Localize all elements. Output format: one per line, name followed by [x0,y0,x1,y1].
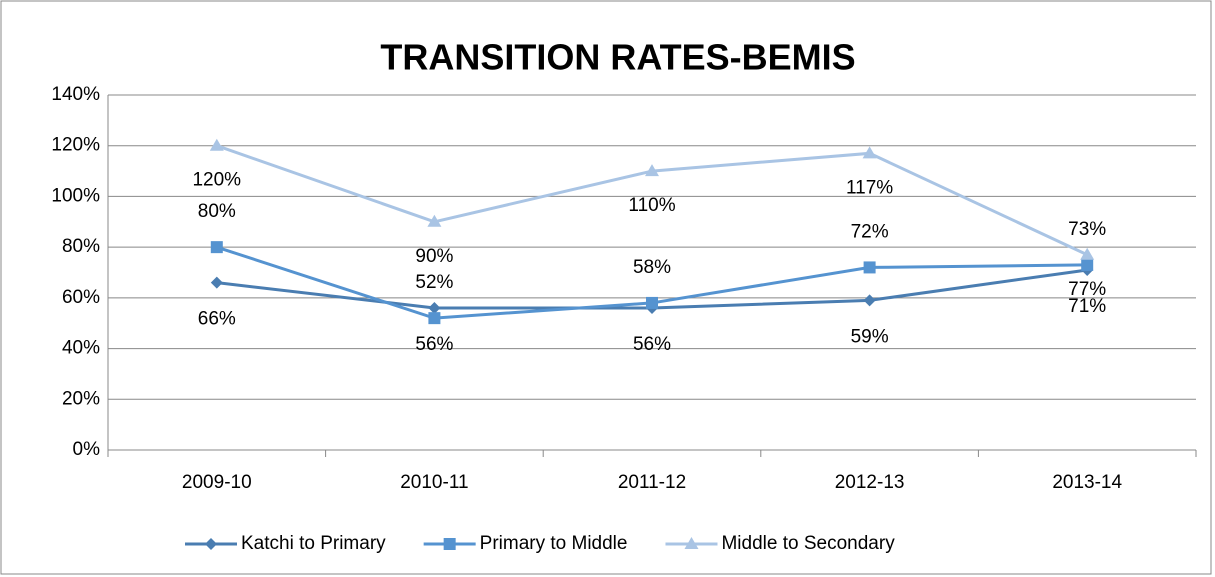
marker [684,537,699,549]
legend-label: Katchi to Primary [241,533,386,554]
x-tick-label: 2012-13 [835,472,905,493]
y-tick-label: 120% [51,135,100,156]
data-label: 56% [415,334,453,355]
marker [862,146,877,159]
legend-label: Primary to Middle [480,533,628,554]
marker [428,302,441,314]
data-label: 117% [846,177,893,198]
data-label: 59% [851,326,889,347]
legend-label: Middle to Secondary [721,533,895,554]
chart-title: TRANSITION RATES-BEMIS [380,37,855,78]
y-tick-label: 0% [73,439,101,460]
marker [427,214,442,227]
data-label: 73% [1068,219,1106,240]
marker [645,164,659,177]
data-label: 72% [851,221,889,242]
marker [863,261,876,274]
x-tick-label: 2009-10 [182,472,252,493]
y-tick-label: 140% [51,84,100,105]
y-tick-label: 40% [62,338,100,359]
marker [428,312,441,325]
marker [210,241,223,254]
data-label: 90% [415,246,453,267]
x-tick-label: 2010-11 [400,472,468,493]
y-tick-label: 60% [62,287,100,308]
x-tick-label: 2011-12 [618,472,686,493]
x-tick-label: 2013-14 [1052,472,1122,493]
marker [646,296,658,309]
data-label: 71% [1068,296,1106,317]
y-tick-label: 100% [51,185,100,206]
data-label: 80% [198,201,236,222]
marker [1081,258,1094,271]
marker [863,294,876,307]
data-label: 56% [633,334,671,355]
data-label: 66% [198,309,236,330]
marker [210,276,223,289]
marker [209,138,224,151]
marker [443,538,456,550]
data-label: 110% [628,195,675,216]
y-tick-label: 80% [62,236,100,257]
y-tick-label: 20% [62,388,100,409]
marker [205,538,217,550]
data-label: 120% [192,170,241,191]
data-label: 52% [415,272,453,293]
data-label: 77% [1068,279,1106,300]
marker [1080,247,1095,260]
data-label: 58% [633,257,671,278]
